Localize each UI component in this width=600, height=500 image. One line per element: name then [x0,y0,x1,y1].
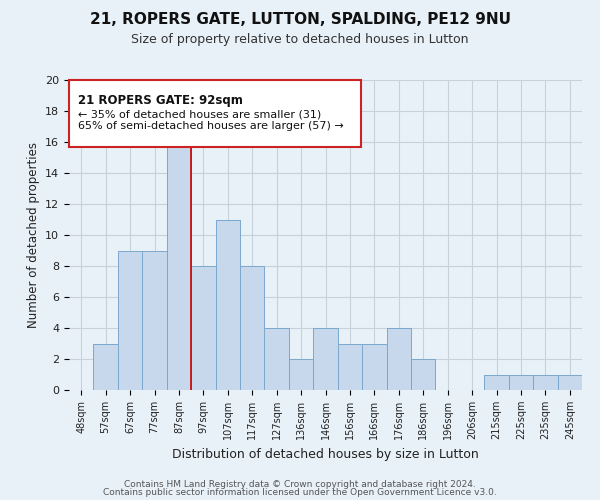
Text: Size of property relative to detached houses in Lutton: Size of property relative to detached ho… [131,32,469,46]
Bar [215,220,240,390]
Bar [484,374,509,390]
Bar [94,344,118,390]
Bar [167,142,191,390]
Bar [142,250,167,390]
Bar [557,374,582,390]
Text: ← 35% of detached houses are smaller (31): ← 35% of detached houses are smaller (31… [78,109,321,119]
Bar [240,266,265,390]
Text: Contains HM Land Registry data © Crown copyright and database right 2024.: Contains HM Land Registry data © Crown c… [124,480,476,489]
Bar [191,266,215,390]
Text: 21, ROPERS GATE, LUTTON, SPALDING, PE12 9NU: 21, ROPERS GATE, LUTTON, SPALDING, PE12 … [89,12,511,28]
Text: Contains public sector information licensed under the Open Government Licence v3: Contains public sector information licen… [103,488,497,497]
Bar [118,250,142,390]
Text: 65% of semi-detached houses are larger (57) →: 65% of semi-detached houses are larger (… [78,121,344,131]
X-axis label: Distribution of detached houses by size in Lutton: Distribution of detached houses by size … [172,448,479,460]
Bar [313,328,338,390]
Bar [338,344,362,390]
Bar [386,328,411,390]
Y-axis label: Number of detached properties: Number of detached properties [26,142,40,328]
Bar [265,328,289,390]
Bar [289,359,313,390]
Bar [411,359,436,390]
Bar [533,374,557,390]
Bar [509,374,533,390]
Bar [362,344,386,390]
Text: 21 ROPERS GATE: 92sqm: 21 ROPERS GATE: 92sqm [78,94,243,107]
